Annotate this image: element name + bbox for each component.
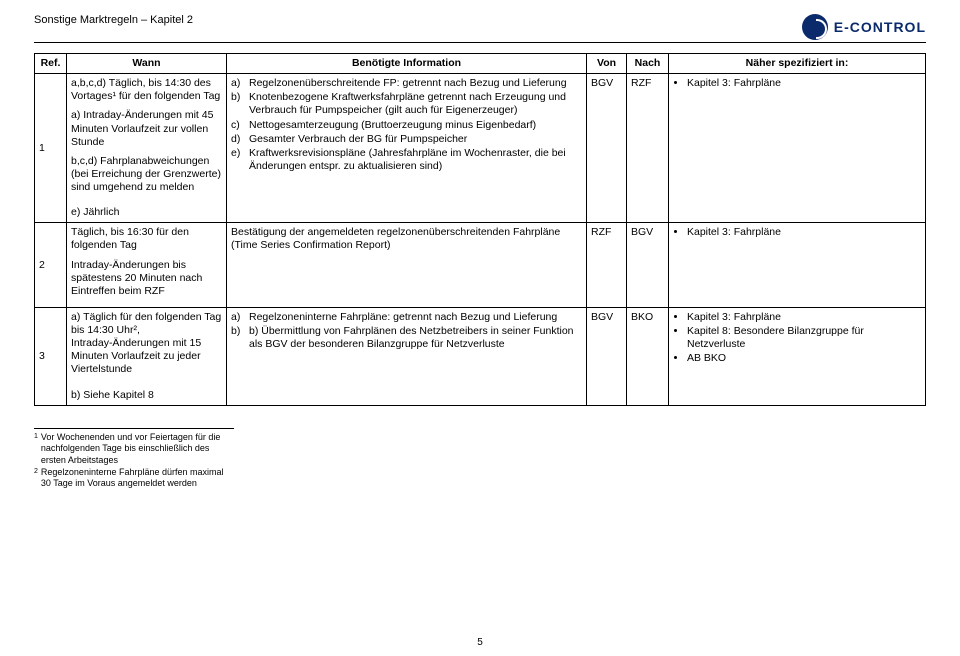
wann-cell: a) Täglich für den folgenden Tag bis 14:… [67,307,227,385]
table-row: 3 a) Täglich für den folgenden Tag bis 1… [35,307,926,385]
col-wann: Wann [67,54,227,74]
wann-cell: Täglich, bis 16:30 für den folgenden Tag… [67,223,227,308]
von-cell: BGV [587,307,627,405]
footnote-text: Vor Wochenenden und vor Feiertagen für d… [41,432,234,467]
wann-cell: b) Siehe Kapitel 8 [67,386,227,406]
col-ref: Ref. [35,54,67,74]
col-von: Von [587,54,627,74]
von-cell: RZF [587,223,627,308]
footnote: 1 Vor Wochenenden und vor Feiertagen für… [34,432,234,467]
nach-cell: BGV [627,223,669,308]
wann-block: a,b,c,d) Täglich, bis 14:30 des Vortages… [71,77,222,103]
info-list: a)Regelzonenüberschreitende FP: getrennt… [231,77,582,173]
requirements-table: Ref. Wann Benötigte Information Von Nach… [34,53,926,406]
info-cell: a)Regelzonenüberschreitende FP: getrennt… [227,74,587,223]
footnote-num: 2 [34,467,38,490]
nach-cell: BKO [627,307,669,405]
wann-block: Intraday-Änderungen bis spätestens 20 Mi… [71,259,222,298]
wann-cell: e) Jährlich [67,203,227,223]
ref-cell: 3 [35,307,67,405]
spez-cell: Kapitel 3: Fahrpläne [669,223,926,308]
wann-block: a) Intraday-Änderungen mit 45 Minuten Vo… [71,109,222,148]
page-header: Sonstige Marktregeln – Kapitel 2 E-CONTR… [34,14,926,43]
nach-cell: RZF [627,74,669,223]
logo-text: E-CONTROL [834,19,926,35]
wann-block: e) Jährlich [71,206,222,219]
header-title: Sonstige Marktregeln – Kapitel 2 [34,14,193,26]
logo: E-CONTROL [802,14,926,40]
wann-block: b,c,d) Fahrplanabweichungen (bei Erreich… [71,155,222,194]
col-nach: Nach [627,54,669,74]
spez-cell: Kapitel 3: Fahrpläne Kapitel 8: Besonder… [669,307,926,405]
info-cell: Bestätigung der angemeldeten regelzonenü… [227,223,587,308]
table-row: 2 Täglich, bis 16:30 für den folgenden T… [35,223,926,308]
table-row: 1 a,b,c,d) Täglich, bis 14:30 des Vortag… [35,74,926,204]
footnotes: 1 Vor Wochenenden und vor Feiertagen für… [34,428,234,490]
von-cell: BGV [587,74,627,223]
wann-block: Täglich, bis 16:30 für den folgenden Tag [71,226,222,252]
spez-cell: Kapitel 3: Fahrpläne [669,74,926,223]
footnote-text: Regelzoneninterne Fahrpläne dürfen maxim… [41,467,234,490]
col-info: Benötigte Information [227,54,587,74]
info-cell: a)Regelzoneninterne Fahrpläne: getrennt … [227,307,587,405]
ref-cell: 2 [35,223,67,308]
ref-cell: 1 [35,74,67,223]
wann-block: Intraday-Änderungen mit 15 Minuten Vorla… [71,337,222,376]
footnote-num: 1 [34,432,38,467]
wann-block: a) Täglich für den folgenden Tag bis 14:… [71,311,222,337]
logo-icon [802,14,828,40]
col-spez: Näher spezifiziert in: [669,54,926,74]
page-number: 5 [477,637,483,648]
table-header-row: Ref. Wann Benötigte Information Von Nach… [35,54,926,74]
wann-block: b) Siehe Kapitel 8 [71,389,222,402]
info-list: a)Regelzoneninterne Fahrpläne: getrennt … [231,311,582,351]
footnote: 2 Regelzoneninterne Fahrpläne dürfen max… [34,467,234,490]
wann-cell: a,b,c,d) Täglich, bis 14:30 des Vortages… [67,74,227,204]
